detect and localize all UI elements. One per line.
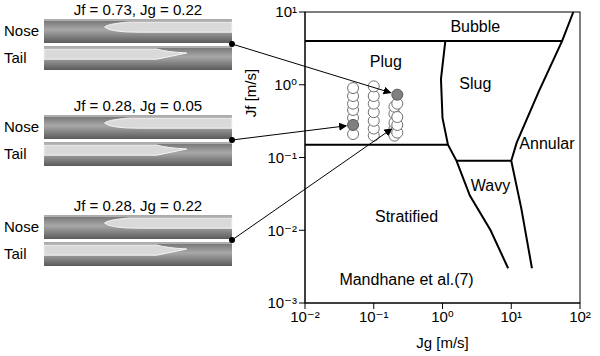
svg-text:10⁰: 10⁰	[274, 76, 297, 93]
svg-text:10¹: 10¹	[275, 3, 297, 20]
svg-text:Nose: Nose	[4, 118, 39, 135]
svg-text:Plug: Plug	[370, 53, 402, 70]
svg-text:Tail: Tail	[4, 145, 27, 162]
svg-text:Stratified: Stratified	[375, 208, 438, 225]
svg-text:Jg [m/s]: Jg [m/s]	[416, 334, 469, 351]
svg-text:Tail: Tail	[4, 49, 27, 66]
svg-text:Annular: Annular	[519, 135, 575, 152]
svg-text:10²: 10²	[569, 308, 591, 325]
svg-text:10⁻²: 10⁻²	[267, 222, 297, 239]
svg-text:10⁰: 10⁰	[431, 308, 454, 325]
svg-text:Jf = 0.28, Jg = 0.05: Jf = 0.28, Jg = 0.05	[74, 97, 202, 114]
svg-text:Bubble: Bubble	[450, 18, 500, 35]
svg-text:10⁻³: 10⁻³	[267, 294, 297, 311]
svg-text:Jf [m/s]: Jf [m/s]	[242, 69, 259, 117]
svg-text:10¹: 10¹	[500, 308, 522, 325]
svg-text:Wavy: Wavy	[471, 177, 510, 194]
svg-text:Jf = 0.28, Jg = 0.22: Jf = 0.28, Jg = 0.22	[74, 197, 202, 214]
svg-text:Mandhane et al.(7): Mandhane et al.(7)	[339, 271, 473, 288]
svg-text:10⁻¹: 10⁻¹	[359, 308, 389, 325]
svg-text:Nose: Nose	[4, 22, 39, 39]
svg-text:Jf = 0.73, Jg = 0.22: Jf = 0.73, Jg = 0.22	[74, 1, 202, 18]
svg-text:Nose: Nose	[4, 218, 39, 235]
svg-text:10⁻¹: 10⁻¹	[267, 149, 297, 166]
svg-text:Tail: Tail	[4, 245, 27, 262]
svg-text:Slug: Slug	[459, 75, 491, 92]
svg-text:10⁻²: 10⁻²	[290, 307, 320, 325]
